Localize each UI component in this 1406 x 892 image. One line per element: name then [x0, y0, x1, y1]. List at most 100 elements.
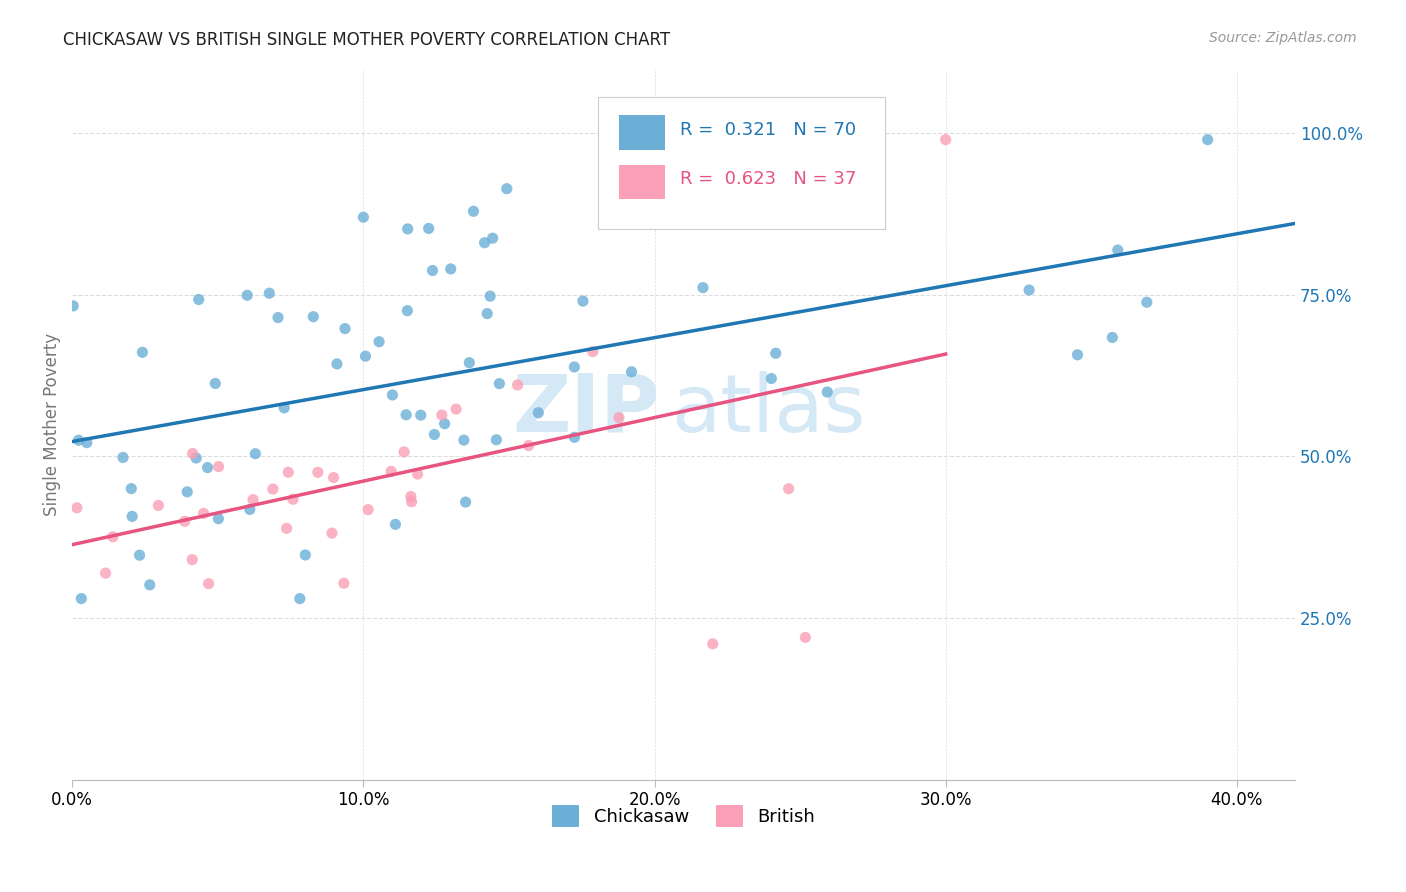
Point	[186, 450, 208, 465]
Point	[1066, 348, 1088, 362]
Point	[485, 433, 508, 447]
Point	[815, 384, 838, 399]
Point	[128, 548, 150, 562]
Point	[399, 490, 422, 504]
Point	[422, 263, 444, 277]
Point	[326, 357, 349, 371]
Point	[239, 502, 262, 516]
Point	[778, 482, 800, 496]
Point	[207, 459, 229, 474]
Point	[357, 502, 380, 516]
Point	[644, 133, 666, 147]
Point	[76, 435, 98, 450]
Point	[423, 427, 446, 442]
Point	[307, 465, 329, 479]
Point	[302, 310, 325, 324]
Point	[276, 521, 298, 535]
Point	[506, 378, 529, 392]
Point	[527, 406, 550, 420]
Point	[181, 446, 204, 460]
Point	[267, 310, 290, 325]
Point	[430, 408, 453, 422]
Text: atlas: atlas	[672, 371, 866, 449]
Point	[181, 552, 204, 566]
Point	[1018, 283, 1040, 297]
Point	[440, 261, 463, 276]
Point	[187, 293, 209, 307]
Point	[495, 182, 517, 196]
Point	[454, 495, 477, 509]
Point	[197, 460, 219, 475]
Point	[111, 450, 134, 465]
Point	[1136, 295, 1159, 310]
Point	[321, 526, 343, 541]
Point	[562, 359, 585, 374]
Y-axis label: Single Mother Poverty: Single Mother Poverty	[44, 333, 60, 516]
Point	[765, 346, 787, 360]
Point	[702, 637, 724, 651]
Point	[245, 447, 267, 461]
Point	[368, 334, 391, 349]
Point	[564, 430, 586, 444]
Point	[67, 434, 90, 448]
Point	[139, 578, 162, 592]
Point	[692, 280, 714, 294]
Point	[761, 371, 783, 385]
Text: CHICKASAW VS BRITISH SINGLE MOTHER POVERTY CORRELATION CHART: CHICKASAW VS BRITISH SINGLE MOTHER POVER…	[63, 31, 671, 49]
Point	[582, 344, 605, 359]
Point	[94, 566, 117, 580]
Point	[401, 494, 423, 508]
Point	[572, 294, 595, 309]
Point	[380, 464, 402, 478]
Point	[273, 401, 295, 415]
Point	[322, 470, 344, 484]
Point	[935, 133, 957, 147]
Text: R =  0.623   N = 37: R = 0.623 N = 37	[681, 170, 856, 188]
Point	[352, 211, 374, 225]
Point	[193, 507, 215, 521]
Point	[281, 492, 304, 507]
Point	[406, 467, 429, 481]
Text: R =  0.321   N = 70: R = 0.321 N = 70	[681, 120, 856, 138]
Point	[453, 433, 475, 447]
Point	[1107, 243, 1129, 257]
Legend: Chickasaw, British: Chickasaw, British	[546, 798, 823, 835]
Point	[121, 509, 143, 524]
Point	[395, 408, 418, 422]
Point	[620, 365, 643, 379]
Point	[262, 482, 284, 496]
Point	[396, 222, 419, 236]
Point	[458, 356, 481, 370]
Point	[333, 576, 356, 591]
Point	[242, 492, 264, 507]
Point	[392, 445, 415, 459]
Point	[607, 410, 630, 425]
Point	[479, 289, 502, 303]
Point	[62, 299, 84, 313]
Point	[794, 631, 817, 645]
Point	[277, 465, 299, 479]
Point	[488, 376, 510, 391]
Point	[433, 417, 456, 431]
Point	[384, 517, 406, 532]
Point	[396, 303, 419, 318]
Point	[204, 376, 226, 391]
Point	[1197, 133, 1219, 147]
Point	[409, 408, 432, 422]
Point	[70, 591, 93, 606]
Point	[477, 307, 499, 321]
Point	[259, 286, 281, 301]
Point	[463, 204, 485, 219]
Point	[474, 235, 496, 250]
Point	[66, 500, 89, 515]
Point	[101, 530, 124, 544]
FancyBboxPatch shape	[598, 97, 886, 228]
Point	[354, 349, 377, 363]
Point	[418, 221, 440, 235]
Point	[481, 231, 503, 245]
Point	[207, 511, 229, 525]
Point	[236, 288, 259, 302]
Point	[381, 388, 404, 402]
FancyBboxPatch shape	[619, 115, 665, 150]
Point	[333, 321, 356, 335]
